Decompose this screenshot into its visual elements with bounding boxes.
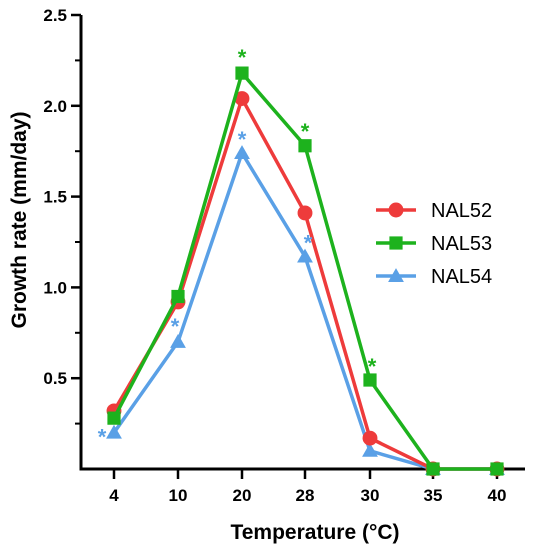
data-point bbox=[234, 91, 250, 106]
y-tick-label: 1.0 bbox=[43, 278, 67, 297]
data-point bbox=[363, 373, 377, 387]
data-point bbox=[170, 333, 186, 348]
series-nal53 bbox=[107, 66, 504, 476]
annotation-layer: * * * * * * * bbox=[98, 45, 377, 450]
data-point bbox=[298, 139, 312, 153]
data-point bbox=[490, 462, 504, 476]
data-point bbox=[107, 411, 121, 425]
legend-label: NAL54 bbox=[431, 266, 492, 288]
data-point bbox=[171, 289, 185, 304]
legend-item-nal54: NAL54 bbox=[376, 266, 492, 288]
significance-marker: * bbox=[238, 45, 247, 70]
data-point bbox=[297, 205, 313, 221]
legend-item-nal53: NAL53 bbox=[376, 233, 492, 255]
data-point bbox=[297, 248, 313, 263]
legend-marker bbox=[389, 236, 403, 250]
series-nal54 bbox=[106, 145, 505, 475]
significance-marker: * bbox=[98, 425, 107, 450]
data-point bbox=[362, 442, 378, 457]
x-tick-label: 30 bbox=[361, 486, 380, 505]
x-tick-label: 40 bbox=[488, 486, 507, 505]
data-point bbox=[426, 462, 440, 476]
series-layer bbox=[106, 66, 505, 477]
data-point bbox=[362, 430, 378, 446]
y-tick-label: 2.0 bbox=[43, 97, 67, 116]
x-tick-label: 35 bbox=[424, 486, 443, 505]
legend-marker bbox=[388, 202, 404, 218]
data-point bbox=[234, 145, 250, 159]
significance-marker: * bbox=[301, 119, 310, 144]
x-tick-label: 20 bbox=[233, 486, 252, 505]
significance-marker: * bbox=[238, 127, 247, 152]
data-point bbox=[235, 66, 249, 80]
y-tick-label: 0.5 bbox=[43, 369, 67, 388]
x-tick-label: 28 bbox=[296, 486, 315, 505]
significance-marker: * bbox=[171, 314, 180, 339]
x-axis-title: Temperature (°C) bbox=[230, 521, 399, 544]
legend: NAL52 NAL53 NAL54 bbox=[376, 200, 492, 288]
x-tick-label: 10 bbox=[169, 486, 188, 505]
significance-marker: * bbox=[304, 231, 313, 256]
x-tick-label: 4 bbox=[109, 486, 119, 505]
significance-marker: * bbox=[368, 354, 377, 379]
legend-item-nal52: NAL52 bbox=[376, 200, 492, 222]
y-tick-label: 2.5 bbox=[43, 6, 67, 25]
y-axis-title: Growth rate (mm/day) bbox=[8, 111, 31, 328]
legend-label: NAL52 bbox=[431, 200, 492, 222]
legend-label: NAL53 bbox=[431, 233, 492, 255]
data-point bbox=[106, 424, 122, 439]
y-tick-label: 1.5 bbox=[43, 188, 67, 207]
axes: 0.5 1.0 1.5 2.0 2.5 4 10 20 28 30 35 40 bbox=[43, 6, 525, 505]
legend-marker bbox=[388, 268, 404, 282]
